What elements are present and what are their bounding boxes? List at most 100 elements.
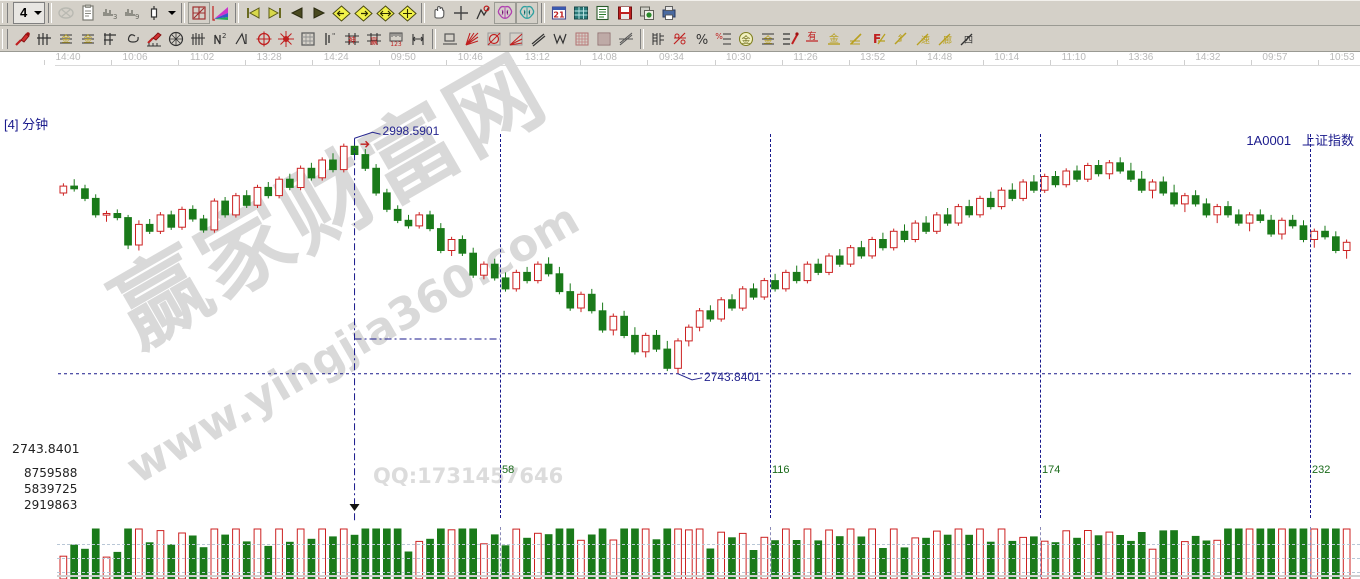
- zigzag-icon[interactable]: [549, 28, 571, 50]
- starburst-icon[interactable]: [275, 28, 297, 50]
- shen-icon[interactable]: 神: [341, 28, 363, 50]
- grid-pink-icon[interactable]: [571, 28, 593, 50]
- bracket-tool-icon[interactable]: ": [319, 28, 341, 50]
- period-combo[interactable]: 4: [13, 2, 45, 24]
- indicator-icon[interactable]: [188, 2, 210, 24]
- diamond-left-icon[interactable]: [330, 2, 352, 24]
- calendar-icon[interactable]: 21: [548, 2, 570, 24]
- pct-lines-icon[interactable]: %: [713, 28, 735, 50]
- svg-text:神: 神: [348, 35, 356, 45]
- slash-gold-icon[interactable]: [845, 28, 867, 50]
- ying-icon[interactable]: 赢: [363, 28, 385, 50]
- color-fan-icon[interactable]: [210, 2, 232, 24]
- gold-circle-icon[interactable]: 金: [735, 28, 757, 50]
- ladder-icon[interactable]: [647, 28, 669, 50]
- fan-red-icon[interactable]: [461, 28, 483, 50]
- diamond-right-icon[interactable]: [352, 2, 374, 24]
- skip-forward-icon[interactable]: [264, 2, 286, 24]
- bar-marker-line-volume: [500, 527, 501, 577]
- toolbar-separator: [421, 3, 425, 23]
- n-squared-icon[interactable]: 2: [209, 28, 231, 50]
- grid-dense-icon[interactable]: [593, 28, 615, 50]
- copy-icon[interactable]: [636, 2, 658, 24]
- bar-marker-line-volume: [1310, 527, 1311, 577]
- svg-text:2: 2: [222, 32, 226, 40]
- floppy-save-icon[interactable]: [614, 2, 636, 24]
- box-grid-icon[interactable]: [297, 28, 319, 50]
- toolbar-separator: [48, 3, 52, 23]
- svg-text:9: 9: [135, 13, 139, 21]
- wedge-icon[interactable]: [505, 28, 527, 50]
- toolbar-grip[interactable]: [2, 3, 8, 23]
- gold-ratio-icon[interactable]: 金: [55, 28, 77, 50]
- crosshair-icon[interactable]: [450, 2, 472, 24]
- circle-tool-icon[interactable]: [483, 28, 505, 50]
- gold-bar-icon[interactable]: 金: [823, 28, 845, 50]
- rect-tool-icon[interactable]: [439, 28, 461, 50]
- toolbar-primary[interactable]: 4 3 9: [0, 0, 1360, 26]
- trendline-icon[interactable]: [527, 28, 549, 50]
- percent-icon[interactable]: %: [691, 28, 713, 50]
- measure-icon[interactable]: [472, 2, 494, 24]
- document-list-icon[interactable]: [592, 2, 614, 24]
- si-icon[interactable]: 四: [955, 28, 977, 50]
- bars-9-icon[interactable]: 9: [121, 2, 143, 24]
- brain-teal-icon[interactable]: [516, 2, 538, 24]
- gold-slash2-icon[interactable]: 釒: [889, 28, 911, 50]
- svg-text:赢: 赢: [370, 36, 378, 46]
- target-icon[interactable]: [253, 28, 275, 50]
- brain-pink-icon[interactable]: [494, 2, 516, 24]
- svg-text:%: %: [696, 33, 708, 48]
- red-gold-icon[interactable]: 有: [801, 28, 823, 50]
- svg-text:金: 金: [61, 33, 70, 45]
- triangle-right-icon[interactable]: [308, 2, 330, 24]
- toolbar-separator: [432, 29, 436, 49]
- crossed-out-chart-icon[interactable]: [55, 2, 77, 24]
- chevron-down-icon[interactable]: [31, 4, 44, 22]
- skip-back-icon[interactable]: [242, 2, 264, 24]
- gold-lines-icon[interactable]: 金: [757, 28, 779, 50]
- diamond-h-icon[interactable]: [374, 2, 396, 24]
- gann-grid-icon[interactable]: [33, 28, 55, 50]
- pen-lines-icon[interactable]: [779, 28, 801, 50]
- svg-text:四: 四: [964, 36, 973, 46]
- span-icon[interactable]: [407, 28, 429, 50]
- volume-baseline: [57, 575, 1360, 577]
- volume-gridline: [57, 572, 1360, 573]
- pen-red-2-icon[interactable]: [143, 28, 165, 50]
- pen-red-icon[interactable]: [11, 28, 33, 50]
- grid-table-icon[interactable]: [570, 2, 592, 24]
- spiral-icon[interactable]: [121, 28, 143, 50]
- toolbar-drawing-tools[interactable]: 金 金 2 " 神 赢 123: [0, 26, 1360, 52]
- toolbar-separator: [541, 3, 545, 23]
- svg-text:有: 有: [807, 30, 816, 42]
- triangle-left-icon[interactable]: [286, 2, 308, 24]
- f-slash-icon[interactable]: F: [867, 28, 889, 50]
- grid-lines-icon[interactable]: [187, 28, 209, 50]
- parallel-icon[interactable]: [615, 28, 637, 50]
- volume-panel[interactable]: [0, 527, 1360, 579]
- lou-icon[interactable]: 廊: [933, 28, 955, 50]
- gold-ratio-2-icon[interactable]: 金: [77, 28, 99, 50]
- toolbar-grip-2[interactable]: [2, 29, 8, 49]
- bars-3-icon[interactable]: 3: [99, 2, 121, 24]
- period-combo-value: 4: [14, 3, 31, 23]
- svg-text:金: 金: [829, 32, 839, 45]
- hand-icon[interactable]: [428, 2, 450, 24]
- su-icon[interactable]: 速: [911, 28, 933, 50]
- circle-gann-icon[interactable]: [165, 28, 187, 50]
- printer-icon[interactable]: [658, 2, 680, 24]
- svg-text:金: 金: [763, 34, 772, 46]
- svg-text:速: 速: [921, 35, 930, 46]
- ruler-123-icon[interactable]: 123: [385, 28, 407, 50]
- candle-style-dropdown[interactable]: [165, 2, 178, 24]
- diamond-plus-icon[interactable]: [396, 2, 418, 24]
- angles-icon[interactable]: [231, 28, 253, 50]
- candle-icon[interactable]: [143, 2, 165, 24]
- clipboard-icon[interactable]: [77, 2, 99, 24]
- bar-marker-line-volume: [770, 527, 771, 577]
- pct-red-icon[interactable]: [669, 28, 691, 50]
- fib-icon[interactable]: [99, 28, 121, 50]
- toolbar-separator: [235, 3, 239, 23]
